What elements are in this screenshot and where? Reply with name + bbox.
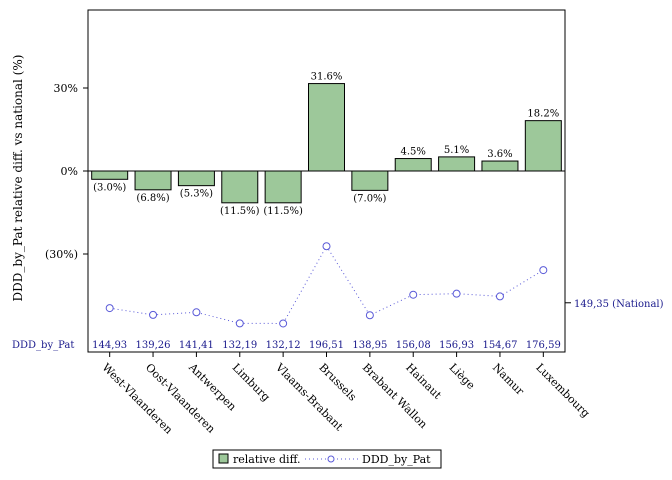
category-label: Namur [490,361,527,398]
ddd-value-label: 132,19 [222,340,257,351]
bars-layer: (3.0%) (6.8%) (5.3%) (11.5%) (11.5%) 31.6% (7.… [91,72,562,217]
bar-namur [481,160,519,172]
y-axis-title: DDD_by_Pat relative diff. vs national (%… [11,55,25,302]
legend-bar-label: relative diff. [233,453,300,466]
ddd-value-label: 139,26 [136,340,171,351]
category-label: Hainaut [403,361,444,402]
bar-luxembourg [524,120,562,172]
bar-value-label: (11.5%) [220,206,260,217]
bar-hainaut [394,158,432,172]
legend-bar-swatch [218,453,229,464]
bar-value-label: 31.6% [311,72,343,83]
category-label: Brussels [316,361,359,404]
y-tick-label: (30%) [45,248,78,261]
ddd-value-label: 144,93 [92,340,127,351]
ddd-value-label: 156,08 [396,340,431,351]
ddd-point [192,308,201,317]
bar-antwerpen [177,170,215,187]
bar-value-label: (7.0%) [353,193,386,204]
legend-line-label: DDD_by_Pat [362,453,431,466]
ddd-point [279,319,288,328]
ddd-value-label: 196,51 [309,340,344,351]
bar-oost-vlaanderen [134,170,172,191]
legend-line-marker [327,455,335,463]
ddd-line-layer: 144,93 139,26 141,41 132,19 132,12 196,51 138,… [92,242,561,351]
bar-limburg [221,170,259,204]
ddd-value-label: 132,12 [266,340,301,351]
ddd-value-label: 156,93 [439,340,474,351]
category-label: Limburg [230,361,273,404]
bar-brussels [308,83,345,172]
ddd-point [539,266,548,275]
ddd-point [105,304,114,313]
legend-box [212,449,442,469]
ddd-value-label: 138,95 [352,340,387,351]
bar-value-label: 18.2% [527,109,559,120]
ddd-point [322,242,331,251]
ddd-point [365,311,374,320]
bar-value-label: 4.5% [401,147,426,158]
bar-value-label: (6.8%) [136,193,169,204]
y-tick-label: 0% [61,165,78,178]
category-label: Liège [446,361,477,392]
ddd-value-label: 141,41 [179,340,214,351]
y-tick-label: 30% [54,82,78,95]
bar-vlaams-brabant [264,170,302,204]
bar-li-ge [438,156,476,172]
bar-value-label: 3.6% [487,149,512,160]
legend: relative diff. DDD_by_Pat [212,449,442,469]
national-label: 149,35 (National) [574,299,664,310]
ddd-value-label: 154,67 [482,340,517,351]
bar-brabant-wallon [351,170,389,191]
bar-value-label: (3.0%) [93,182,126,193]
bar-value-label: (5.3%) [180,189,213,200]
category-label: Luxembourg [533,361,592,420]
ddd-point [452,289,461,298]
ddd-series-line [109,245,544,324]
ddd-point [235,319,244,328]
ddd-point [409,290,418,299]
ddd-row-label: DDD_by_Pat [12,340,74,351]
ddd-value-label: 176,59 [526,340,561,351]
bar-value-label: 5.1% [444,145,469,156]
ddd-point [495,292,504,301]
ddd-point [149,310,158,319]
bar-value-label: (11.5%) [263,206,303,217]
bar-west-vlaanderen [91,170,129,180]
